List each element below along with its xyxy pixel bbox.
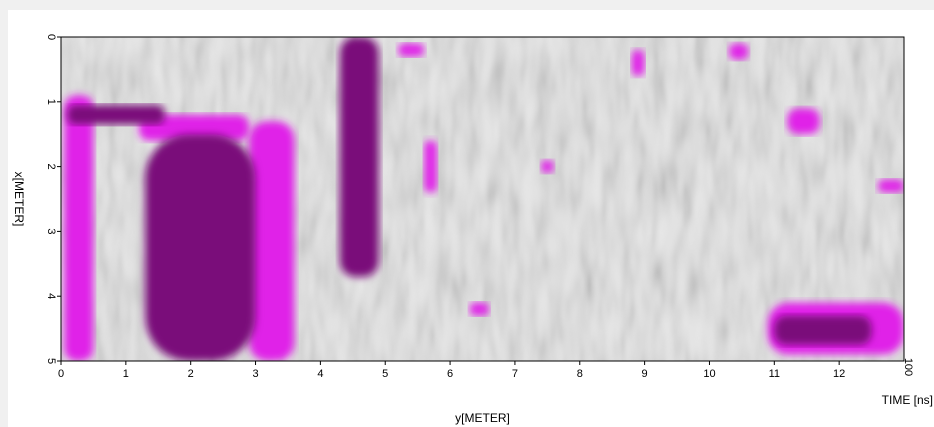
heatmap-region-dark-purple (67, 105, 165, 125)
x-tick-label: 8 (577, 368, 583, 380)
heatmap-region-magenta (631, 49, 645, 76)
heatmap-region-dark-purple (339, 37, 379, 277)
x-tick-label: 2 (188, 368, 194, 380)
y-tick-label: 3 (45, 228, 57, 234)
heatmap-region-magenta (64, 95, 94, 361)
heatmap-region-magenta (398, 43, 425, 57)
y-tick-label: 4 (45, 293, 57, 299)
y-axis-title: x[METER] (12, 172, 26, 227)
heatmap-region-dark-purple (145, 134, 256, 361)
heatmap-region-magenta (138, 114, 250, 141)
heatmap-region-magenta (878, 179, 904, 193)
heatmap-region-magenta (469, 302, 489, 316)
heatmap-region-magenta (540, 160, 554, 174)
x-tick-label: 12 (833, 368, 845, 380)
heatmap-region-magenta (249, 121, 295, 361)
heatmap-region-magenta (424, 140, 438, 193)
x-tick-label: 9 (642, 368, 648, 380)
x-tick-label: 1 (123, 368, 129, 380)
chart-panel: 0 1 2 3 4 5 6 7 8 9 10 11 12 0 1 2 3 4 5 y[METER] x[METER]… (8, 10, 934, 427)
x-tick-label: 7 (512, 368, 518, 380)
heatmap-region-magenta (787, 108, 820, 135)
x-tick-label: 0 (58, 368, 64, 380)
x-tick-label: 4 (317, 368, 323, 380)
heatmap-region-magenta (728, 43, 749, 60)
time-axis-label: TIME [ns] (882, 393, 933, 407)
y-tick-label: 1 (45, 99, 57, 105)
x-tick-label: 10 (703, 368, 715, 380)
y-tick-label: 2 (45, 164, 57, 170)
x-axis-title: y[METER] (455, 411, 510, 425)
x-tick-label: 11 (769, 368, 780, 380)
heatmap-regions (64, 37, 904, 361)
x-tick-label: 6 (447, 368, 453, 380)
x-tick-label: 5 (382, 368, 388, 380)
plot-frame (60, 36, 905, 362)
y-tick-label: 0 (45, 34, 57, 40)
x-tick-label: 3 (252, 368, 258, 380)
heatmap-region-dark-purple (774, 315, 872, 345)
time-value-label: 100 (902, 358, 914, 376)
y-tick-label: 5 (45, 358, 57, 364)
